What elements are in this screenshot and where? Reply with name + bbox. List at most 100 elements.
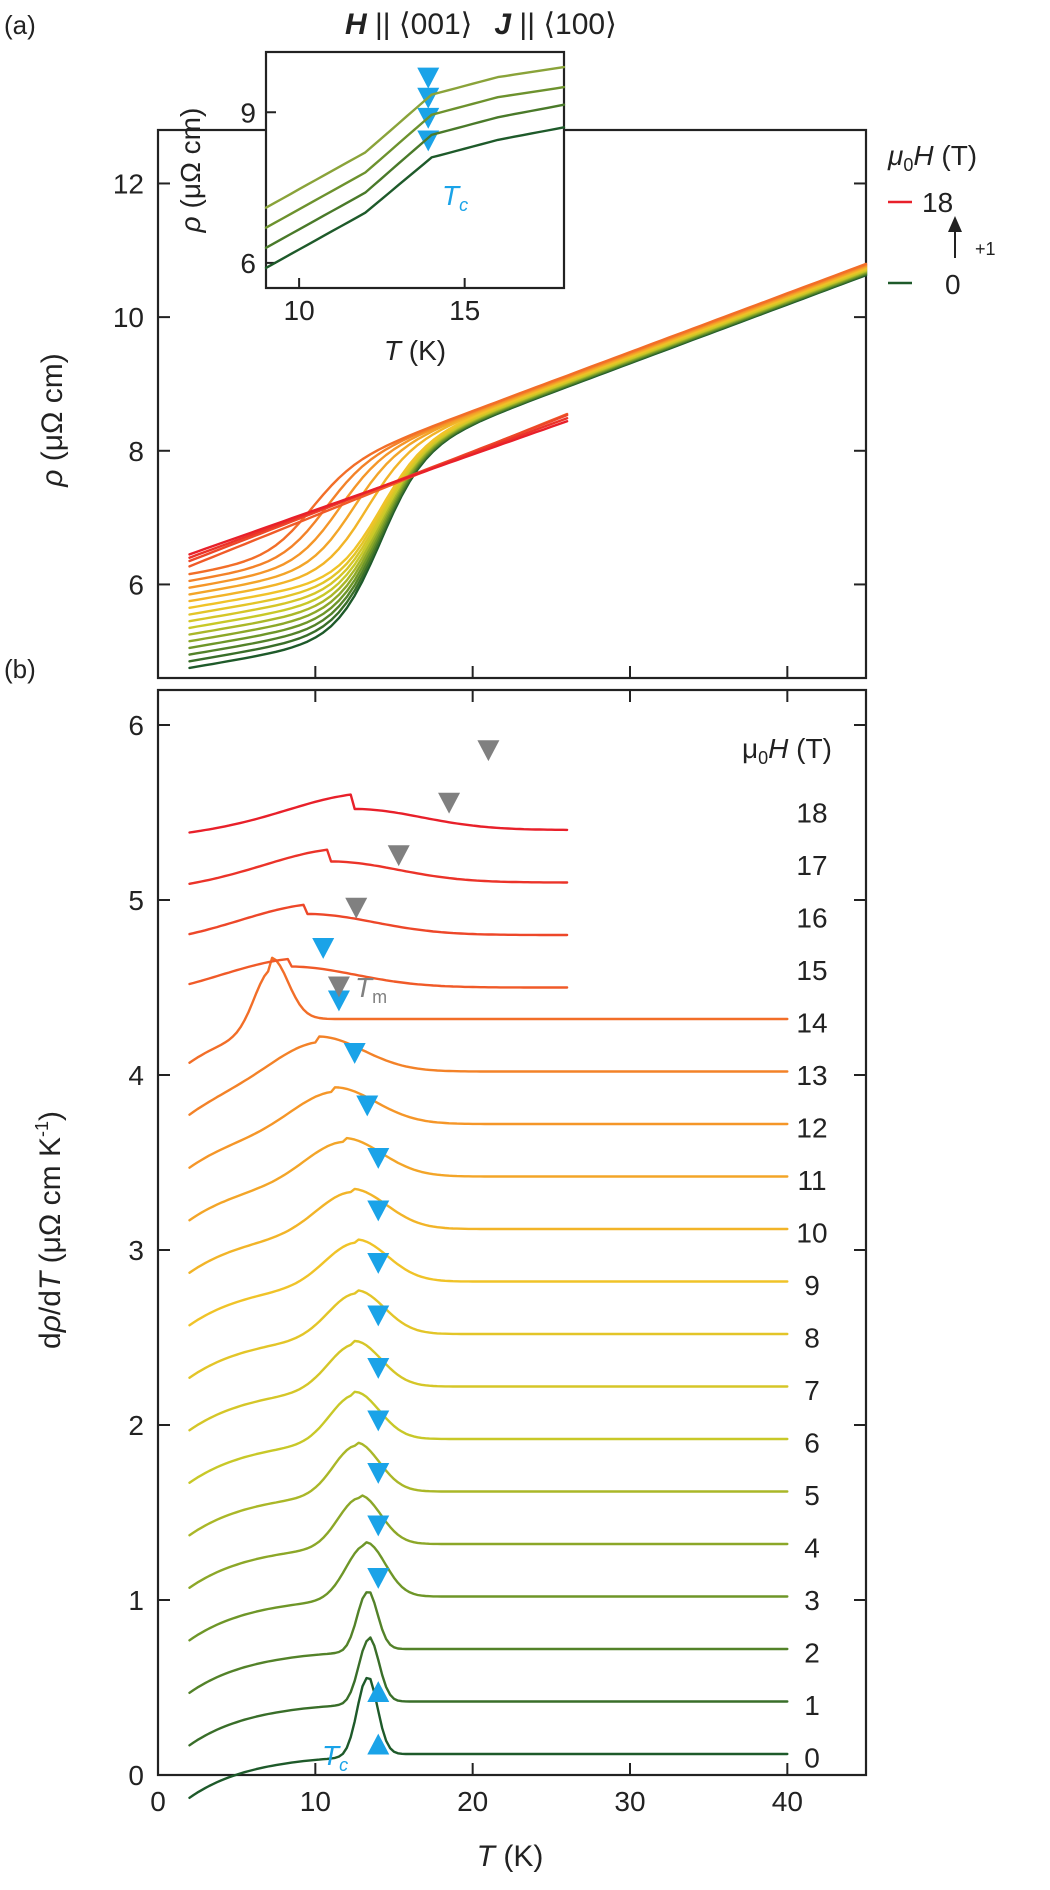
panel-b-curve-15T <box>188 957 569 989</box>
panel-b-curve-8T <box>188 1289 789 1379</box>
panel-a-label: (a) <box>4 10 36 40</box>
panel-b-tc-label: Tc <box>322 1740 348 1775</box>
panel-b-label: (b) <box>4 654 36 684</box>
panel-b-curve-6T <box>188 1390 789 1484</box>
inset-tc-marker <box>417 67 440 89</box>
panel-b-field-label: 17 <box>796 850 827 881</box>
legend-a-top-label: 18 <box>922 187 953 218</box>
inset-tc-marker <box>417 130 440 152</box>
panel-b-xtick-label: 30 <box>614 1786 645 1817</box>
panel-b-curve-18T <box>188 793 569 834</box>
inset-chart: 10 15 6 9 ρ (μΩ cm) T (K) Tc <box>175 50 566 366</box>
panel-b-ytick-label: 2 <box>128 1410 144 1441</box>
panel-b-ytick-label: 6 <box>128 710 144 741</box>
panel-a-ytick-label: 8 <box>128 436 144 467</box>
panel-a-curve-18T <box>188 420 569 556</box>
panel-b-xtick-label: 0 <box>150 1786 166 1817</box>
panel-a-ytick-label: 10 <box>113 302 144 333</box>
panel-b-field-label: 15 <box>796 955 827 986</box>
panel-b-xtick-label: 40 <box>772 1786 803 1817</box>
legend-a-bottom-label: 0 <box>945 269 961 300</box>
panel-b-xtick-label: 10 <box>300 1786 331 1817</box>
panel-b-xtick-label: 20 <box>457 1786 488 1817</box>
panel-b-curve-2T <box>188 1591 789 1694</box>
panel-a-curve-1T <box>188 273 868 663</box>
panel-b-field-label: 5 <box>804 1480 820 1511</box>
inset-ytick-label: 6 <box>240 248 256 279</box>
panel-b-ytick-label: 3 <box>128 1235 144 1266</box>
panel-b-curve-5T <box>188 1441 789 1537</box>
panel-b-tm-marker <box>438 792 461 814</box>
panel-b-tm-label: Tm <box>355 972 387 1007</box>
panel-b-field-label: 0 <box>804 1743 820 1774</box>
panel-b-xlabel: T (K) <box>477 1840 544 1873</box>
panel-a-ylabel: ρ (μΩ cm) <box>36 353 69 488</box>
panel-b-tc-marker <box>367 1681 390 1702</box>
figure-title: H || ⟨001⟩ J || ⟨100⟩ <box>345 8 617 41</box>
panel-b-field-label: 8 <box>804 1323 820 1354</box>
panel-b-curves <box>188 793 789 1799</box>
panel-b-field-label: 12 <box>796 1113 827 1144</box>
panel-b-tc-marker <box>327 990 350 1012</box>
panel-b-curve-16T <box>188 903 569 937</box>
legend-a-step: +1 <box>975 239 996 259</box>
panel-b-tc-marker <box>312 938 335 959</box>
panel-b-tc-marker <box>343 1043 366 1064</box>
panel-b-field-label: 2 <box>804 1638 820 1669</box>
legend-a-title: μ0H (T) <box>887 140 977 175</box>
panel-b-curve-13T <box>188 1035 789 1116</box>
panel-b-tc-marker <box>356 1095 379 1117</box>
panel-b-tc-marker <box>367 1305 390 1327</box>
inset-curve-0T <box>264 126 566 270</box>
panel-b-field-label: 7 <box>804 1375 820 1406</box>
panel-a-legend: μ0H (T) 18 +1 0 <box>887 140 996 300</box>
panel-b-ytick-label: 0 <box>128 1760 144 1791</box>
inset-curve-2T <box>264 85 566 229</box>
panel-b-curve-7T <box>188 1339 789 1432</box>
panel-b-tc-marker <box>367 1410 390 1432</box>
panel-b-curve-12T <box>188 1086 789 1169</box>
panel-b-curve-0T <box>188 1676 789 1799</box>
panel-a-ytick-label: 6 <box>128 569 144 600</box>
panel-b-field-label: 4 <box>804 1533 820 1564</box>
panel-b-field-label: 6 <box>804 1428 820 1459</box>
inset-tc-label: Tc <box>442 180 468 215</box>
panel-b-tc-marker <box>367 1568 390 1589</box>
panel-b-field-label: 1 <box>804 1690 820 1721</box>
panel-b-ytick-label: 1 <box>128 1585 144 1616</box>
panel-a-ytick-label: 12 <box>113 168 144 199</box>
panel-b-tc-marker <box>367 1733 390 1755</box>
panel-b-tc-marker <box>367 1515 390 1537</box>
panel-b-tm-marker <box>477 740 500 762</box>
panel-b-curve-1T <box>188 1636 789 1747</box>
panel-b-markers <box>312 740 500 1755</box>
panel-b-curve-10T <box>188 1187 789 1274</box>
panel-b-field-label: 14 <box>796 1008 827 1039</box>
panel-b-tc-marker <box>367 1358 390 1379</box>
panel-b-ytick-label: 5 <box>128 885 144 916</box>
panel-b-ytick-label: 4 <box>128 1060 144 1091</box>
inset-xlabel: T (K) <box>384 335 446 366</box>
panel-b-curve-17T <box>188 848 569 885</box>
inset-ytick-label: 9 <box>240 97 256 128</box>
legend-b-title: μ0H (T) <box>742 733 832 768</box>
panel-b-tc-marker <box>367 1253 390 1274</box>
panel-b-curve-3T <box>188 1541 789 1642</box>
panel-b-tc-marker <box>367 1200 390 1222</box>
panel-a-curve-2T <box>188 272 868 656</box>
panel-b-field-label: 3 <box>804 1585 820 1616</box>
panel-b-tm-marker <box>387 845 410 867</box>
panel-b-tc-marker <box>367 1463 390 1484</box>
panel-b-field-label: 13 <box>796 1060 827 1091</box>
panel-a-curve-4T <box>188 270 868 643</box>
inset-xtick-label: 10 <box>284 295 315 326</box>
legend-a-arrowhead <box>948 216 962 232</box>
panel-b-frame <box>156 688 868 1777</box>
panel-b-tc-marker <box>367 1148 390 1169</box>
inset-curve-1T <box>264 103 566 249</box>
panel-b-field-label: 10 <box>796 1218 827 1249</box>
panel-a-curves <box>188 262 868 670</box>
